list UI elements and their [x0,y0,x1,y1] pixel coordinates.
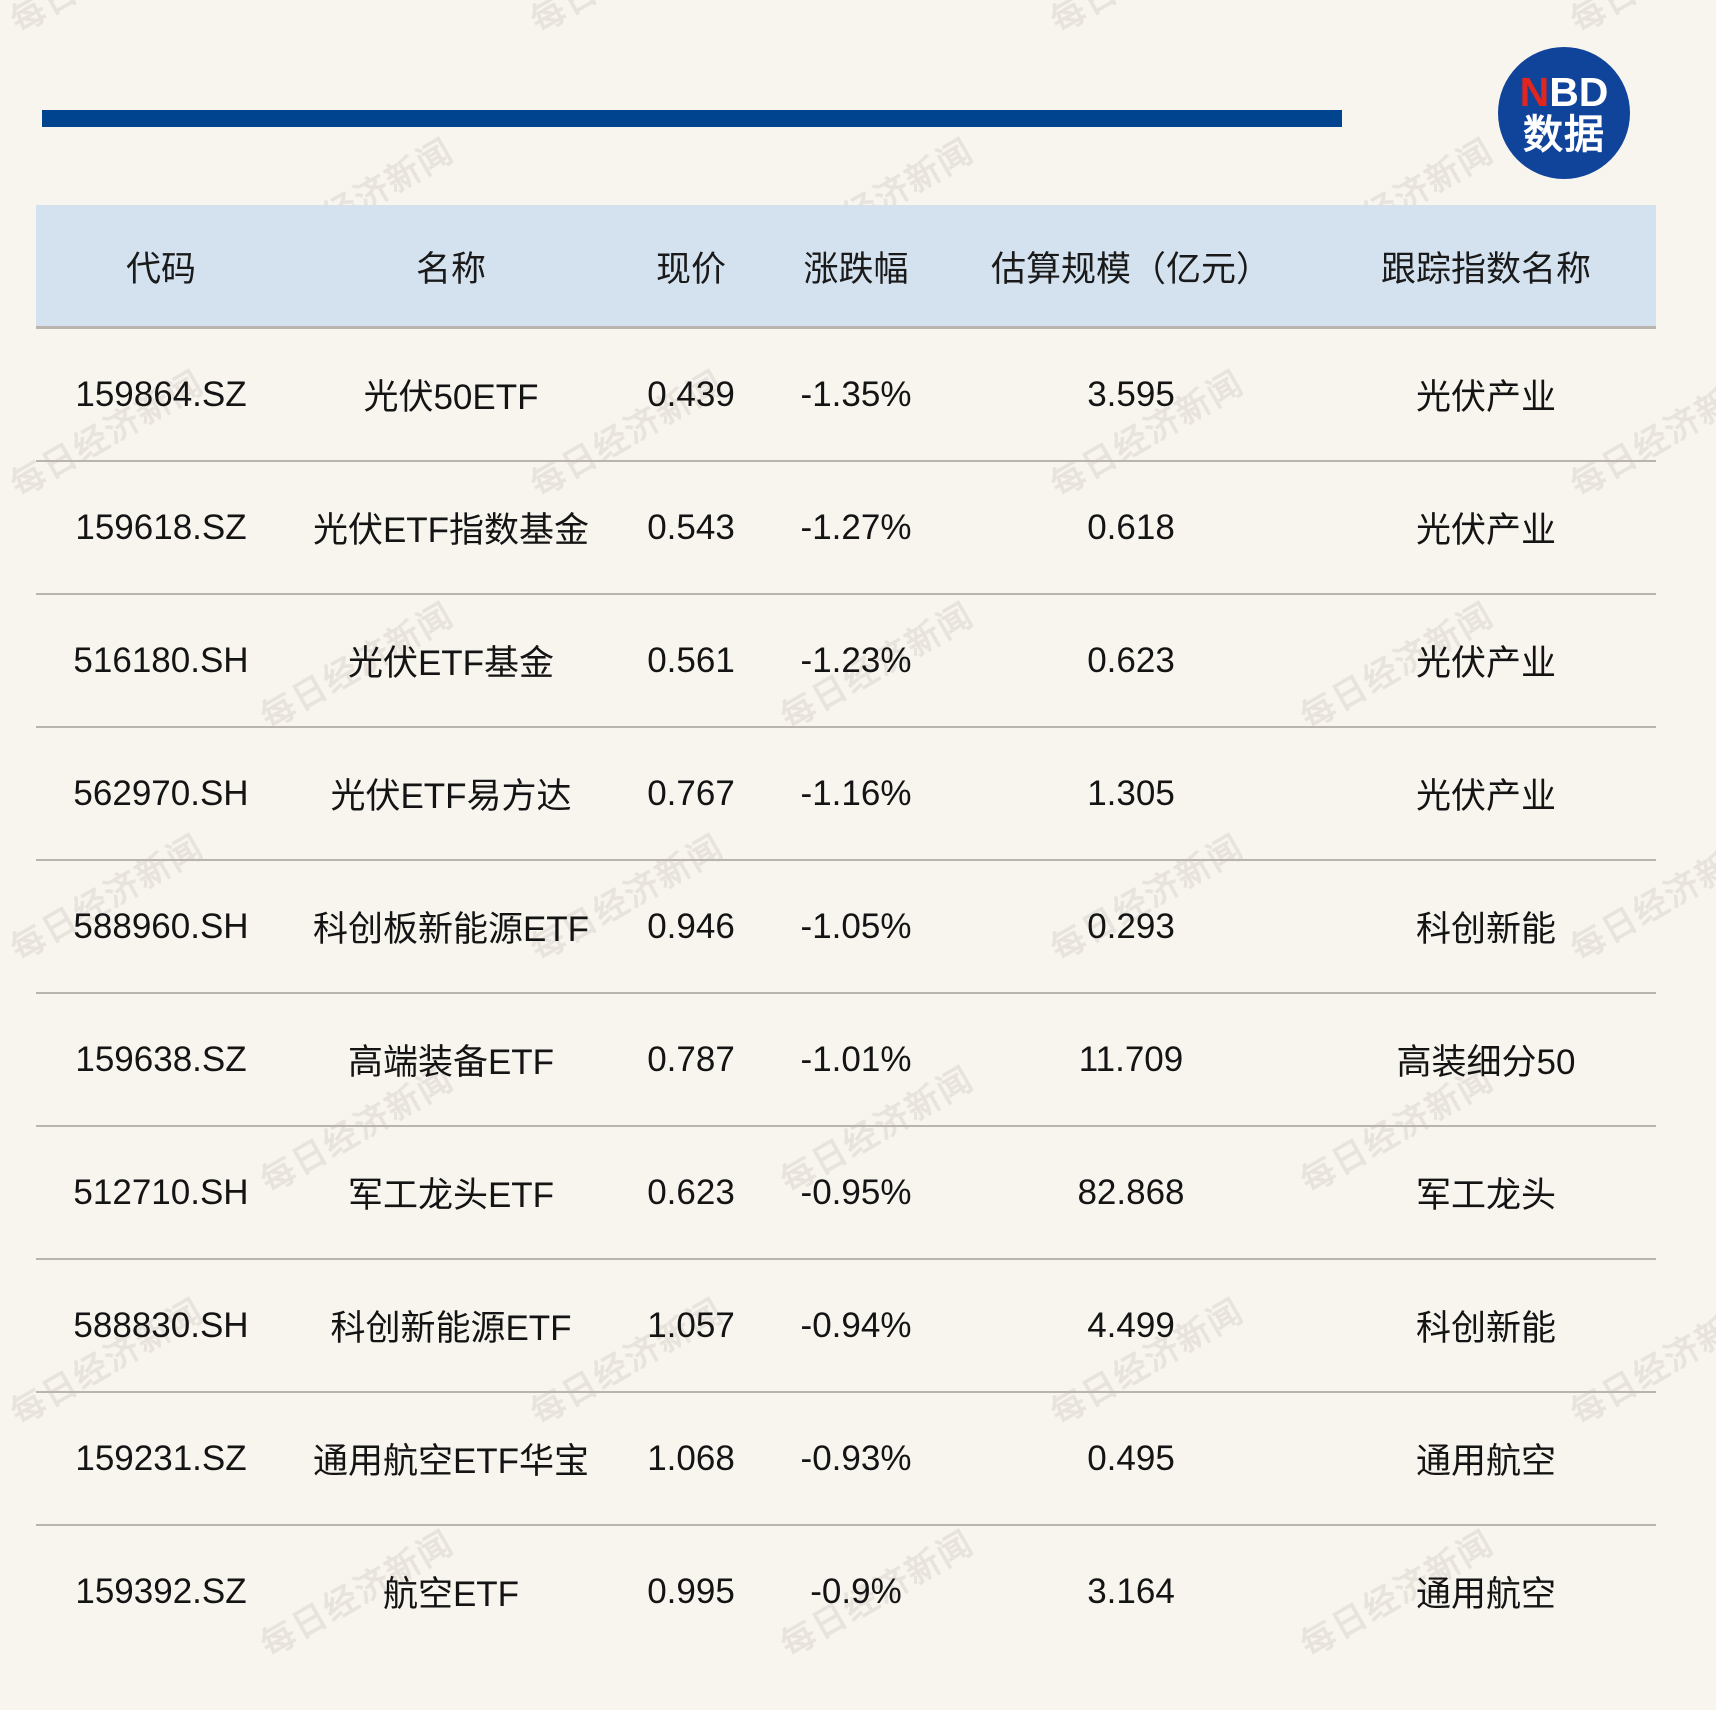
cell-change: -1.35% [766,326,946,461]
table-row[interactable]: 562970.SH 光伏ETF易方达 0.767 -1.16% 1.305 光伏产业 [36,726,1656,860]
column-header-index[interactable]: 跟踪指数名称 [1316,205,1656,328]
cell-code: 516180.SH [36,593,286,727]
cell-name: 光伏ETF易方达 [286,726,616,860]
cell-name: 军工龙头ETF [286,1125,616,1259]
cell-code: 588960.SH [36,859,286,993]
cell-price: 1.057 [616,1258,766,1392]
page-header: NBD 数据 [0,0,1716,180]
cell-scale: 3.164 [946,1524,1316,1657]
cell-index: 军工龙头 [1316,1125,1656,1259]
cell-scale: 3.595 [946,326,1316,461]
cell-code: 159231.SZ [36,1391,286,1525]
cell-change: -0.94% [766,1258,946,1392]
cell-index: 光伏产业 [1316,326,1656,461]
cell-change: -0.95% [766,1125,946,1259]
cell-scale: 11.709 [946,992,1316,1126]
cell-change: -0.93% [766,1391,946,1525]
cell-index: 光伏产业 [1316,460,1656,594]
cell-index: 通用航空 [1316,1524,1656,1657]
cell-index: 科创新能 [1316,1258,1656,1392]
cell-price: 0.946 [616,859,766,993]
cell-price: 0.787 [616,992,766,1126]
table-row[interactable]: 159392.SZ 航空ETF 0.995 -0.9% 3.164 通用航空 [36,1524,1656,1657]
cell-scale: 0.618 [946,460,1316,594]
cell-index: 光伏产业 [1316,593,1656,727]
column-header-price[interactable]: 现价 [616,205,766,328]
cell-price: 0.561 [616,593,766,727]
cell-name: 科创板新能源ETF [286,859,616,993]
column-header-name[interactable]: 名称 [286,205,616,328]
cell-change: -0.9% [766,1524,946,1657]
cell-name: 科创新能源ETF [286,1258,616,1392]
cell-name: 光伏ETF基金 [286,593,616,727]
etf-table-head: 代码 名称 现价 涨跌幅 估算规模（亿元） 跟踪指数名称 [36,205,1656,328]
table-row[interactable]: 588830.SH 科创新能源ETF 1.057 -0.94% 4.499 科创新能 [36,1258,1656,1392]
cell-index: 光伏产业 [1316,726,1656,860]
cell-code: 159392.SZ [36,1524,286,1657]
cell-change: -1.01% [766,992,946,1126]
cell-change: -1.16% [766,726,946,860]
cell-price: 1.068 [616,1391,766,1525]
cell-name: 通用航空ETF华宝 [286,1391,616,1525]
cell-index: 科创新能 [1316,859,1656,993]
column-header-code[interactable]: 代码 [36,205,286,328]
table-row[interactable]: 512710.SH 军工龙头ETF 0.623 -0.95% 82.868 军工龙头 [36,1125,1656,1259]
cell-scale: 1.305 [946,726,1316,860]
cell-code: 562970.SH [36,726,286,860]
cell-index: 高装细分50 [1316,992,1656,1126]
cell-change: -1.05% [766,859,946,993]
cell-code: 159864.SZ [36,326,286,461]
nbd-logo-letter-n: N [1519,68,1550,115]
column-header-change[interactable]: 涨跌幅 [766,205,946,328]
cell-code: 512710.SH [36,1125,286,1259]
table-row[interactable]: 516180.SH 光伏ETF基金 0.561 -1.23% 0.623 光伏产业 [36,593,1656,727]
nbd-logo-subtitle: 数据 [1523,112,1605,157]
cell-name: 光伏50ETF [286,326,616,461]
nbd-logo-letters-bd: BD [1549,68,1609,115]
cell-scale: 82.868 [946,1125,1316,1259]
cell-scale: 0.495 [946,1391,1316,1525]
cell-index: 通用航空 [1316,1391,1656,1525]
table-row[interactable]: 159231.SZ 通用航空ETF华宝 1.068 -0.93% 0.495 通用航空 [36,1391,1656,1525]
nbd-logo-wordmark: NBD [1519,68,1609,115]
table-row[interactable]: 159618.SZ 光伏ETF指数基金 0.543 -1.27% 0.618 光伏产业 [36,460,1656,594]
cell-scale: 4.499 [946,1258,1316,1392]
table-row[interactable]: 159864.SZ 光伏50ETF 0.439 -1.35% 3.595 光伏产业 [36,326,1656,461]
cell-price: 0.439 [616,326,766,461]
cell-change: -1.23% [766,593,946,727]
etf-table-body: 159864.SZ 光伏50ETF 0.439 -1.35% 3.595 光伏产业 1596… [36,326,1656,1657]
table-header-row: 代码 名称 现价 涨跌幅 估算规模（亿元） 跟踪指数名称 [36,205,1656,328]
cell-price: 0.995 [616,1524,766,1657]
table-row[interactable]: 159638.SZ 高端装备ETF 0.787 -1.01% 11.709 高装细分50 [36,992,1656,1126]
cell-code: 159638.SZ [36,992,286,1126]
etf-table: 代码 名称 现价 涨跌幅 估算规模（亿元） 跟踪指数名称 159864.SZ 光伏… [36,205,1656,1657]
cell-name: 光伏ETF指数基金 [286,460,616,594]
cell-scale: 0.293 [946,859,1316,993]
column-header-scale[interactable]: 估算规模（亿元） [946,205,1316,328]
nbd-logo: NBD 数据 [1498,47,1630,179]
cell-price: 0.767 [616,726,766,860]
cell-code: 588830.SH [36,1258,286,1392]
cell-change: -1.27% [766,460,946,594]
cell-code: 159618.SZ [36,460,286,594]
header-accent-rule [42,110,1342,127]
cell-price: 0.543 [616,460,766,594]
cell-name: 高端装备ETF [286,992,616,1126]
table-row[interactable]: 588960.SH 科创板新能源ETF 0.946 -1.05% 0.293 科创新能 [36,859,1656,993]
cell-scale: 0.623 [946,593,1316,727]
cell-name: 航空ETF [286,1524,616,1657]
etf-table-container: 代码 名称 现价 涨跌幅 估算规模（亿元） 跟踪指数名称 159864.SZ 光伏… [36,205,1656,1657]
cell-price: 0.623 [616,1125,766,1259]
